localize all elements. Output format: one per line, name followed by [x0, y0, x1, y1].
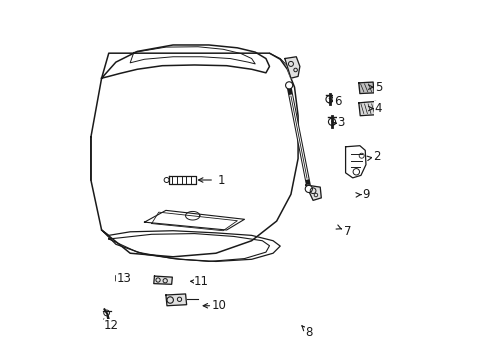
- Text: 13: 13: [116, 272, 131, 285]
- Polygon shape: [358, 82, 373, 94]
- Polygon shape: [305, 185, 321, 201]
- Text: 2: 2: [372, 150, 380, 163]
- Text: 1: 1: [217, 174, 224, 186]
- Text: 7: 7: [344, 225, 351, 238]
- Polygon shape: [153, 276, 172, 284]
- Text: 9: 9: [362, 188, 369, 201]
- Text: 12: 12: [104, 319, 119, 332]
- Text: 8: 8: [305, 327, 312, 339]
- Text: 6: 6: [333, 95, 341, 108]
- Circle shape: [285, 82, 292, 89]
- Polygon shape: [165, 294, 186, 306]
- Polygon shape: [358, 102, 377, 116]
- Text: 5: 5: [374, 81, 381, 94]
- Polygon shape: [285, 57, 299, 78]
- Circle shape: [305, 185, 312, 193]
- Text: 4: 4: [374, 102, 382, 115]
- Text: 11: 11: [194, 275, 209, 288]
- Text: 3: 3: [337, 116, 344, 129]
- Polygon shape: [116, 273, 124, 283]
- Text: 10: 10: [212, 299, 226, 312]
